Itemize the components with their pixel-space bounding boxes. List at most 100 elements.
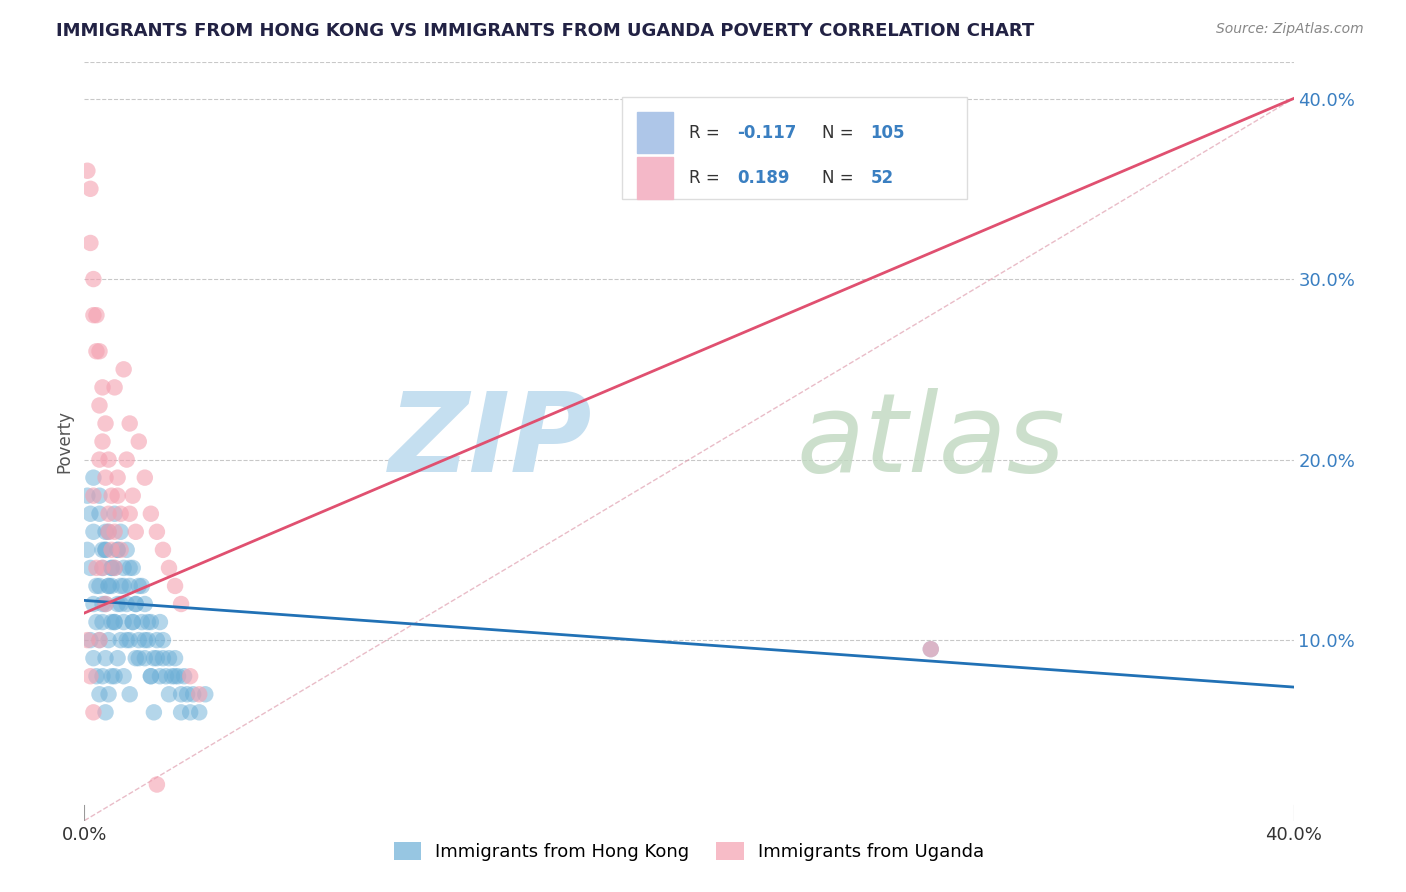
Point [97, 579, 120, 593]
Point [155, 669, 177, 683]
Point [176, 687, 198, 701]
Point [188, 706, 211, 720]
Point [86, 615, 108, 629]
Point [134, 597, 156, 611]
Point [107, 542, 129, 557]
Text: 0.189: 0.189 [737, 169, 790, 187]
Point [89, 399, 111, 413]
Text: R =: R = [689, 169, 720, 187]
Point [160, 669, 183, 683]
Point [146, 651, 169, 665]
Point [86, 308, 108, 322]
Point [104, 380, 127, 394]
Point [149, 615, 172, 629]
Text: ZIP: ZIP [388, 388, 592, 495]
Point [134, 470, 156, 484]
Point [82, 524, 104, 539]
Point [157, 651, 180, 665]
Point [94, 597, 117, 611]
Point [149, 669, 172, 683]
Text: N =: N = [823, 124, 853, 142]
Point [115, 633, 138, 648]
Point [79, 669, 101, 683]
Point [107, 542, 129, 557]
Point [86, 579, 108, 593]
Point [181, 687, 204, 701]
Text: Source: ZipAtlas.com: Source: ZipAtlas.com [1216, 22, 1364, 37]
Point [128, 651, 150, 665]
Point [100, 561, 122, 575]
Point [112, 579, 135, 593]
Point [128, 434, 150, 449]
Point [86, 344, 108, 359]
Point [128, 633, 150, 648]
Point [97, 452, 120, 467]
Point [76, 542, 98, 557]
Point [118, 579, 141, 593]
Point [110, 597, 132, 611]
Point [86, 669, 108, 683]
Point [134, 633, 156, 648]
Point [170, 706, 193, 720]
Text: N =: N = [823, 169, 853, 187]
Point [173, 669, 195, 683]
Point [89, 344, 111, 359]
Point [104, 615, 127, 629]
Point [165, 669, 187, 683]
Point [104, 561, 127, 575]
Point [79, 182, 101, 196]
Point [91, 561, 114, 575]
Point [91, 669, 114, 683]
Point [118, 633, 141, 648]
Point [118, 507, 141, 521]
Point [112, 615, 135, 629]
Point [89, 633, 111, 648]
Point [97, 524, 120, 539]
Point [107, 651, 129, 665]
Point [131, 579, 153, 593]
Point [121, 489, 143, 503]
Point [97, 524, 120, 539]
Point [104, 669, 127, 683]
Point [91, 434, 114, 449]
Point [97, 687, 120, 701]
Point [79, 633, 101, 648]
Text: 105: 105 [870, 124, 905, 142]
Point [107, 597, 129, 611]
Point [139, 669, 162, 683]
Point [194, 687, 217, 701]
Point [121, 615, 143, 629]
Point [76, 489, 98, 503]
Point [131, 615, 153, 629]
Point [79, 507, 101, 521]
Point [94, 524, 117, 539]
Point [142, 706, 165, 720]
Point [110, 507, 132, 521]
Point [79, 235, 101, 250]
Point [118, 561, 141, 575]
Point [82, 470, 104, 484]
Point [165, 651, 187, 665]
Point [100, 489, 122, 503]
Point [94, 651, 117, 665]
Point [79, 561, 101, 575]
Point [170, 597, 193, 611]
Point [167, 669, 190, 683]
Point [112, 669, 135, 683]
Point [112, 362, 135, 376]
Point [91, 380, 114, 394]
Point [152, 542, 174, 557]
Point [170, 687, 193, 701]
Point [104, 561, 127, 575]
Point [82, 597, 104, 611]
Point [82, 651, 104, 665]
Point [107, 470, 129, 484]
Point [82, 308, 104, 322]
Point [115, 452, 138, 467]
Point [121, 615, 143, 629]
Text: IMMIGRANTS FROM HONG KONG VS IMMIGRANTS FROM UGANDA POVERTY CORRELATION CHART: IMMIGRANTS FROM HONG KONG VS IMMIGRANTS … [56, 22, 1035, 40]
Point [100, 542, 122, 557]
Point [118, 417, 141, 431]
Point [920, 642, 942, 657]
Point [139, 615, 162, 629]
